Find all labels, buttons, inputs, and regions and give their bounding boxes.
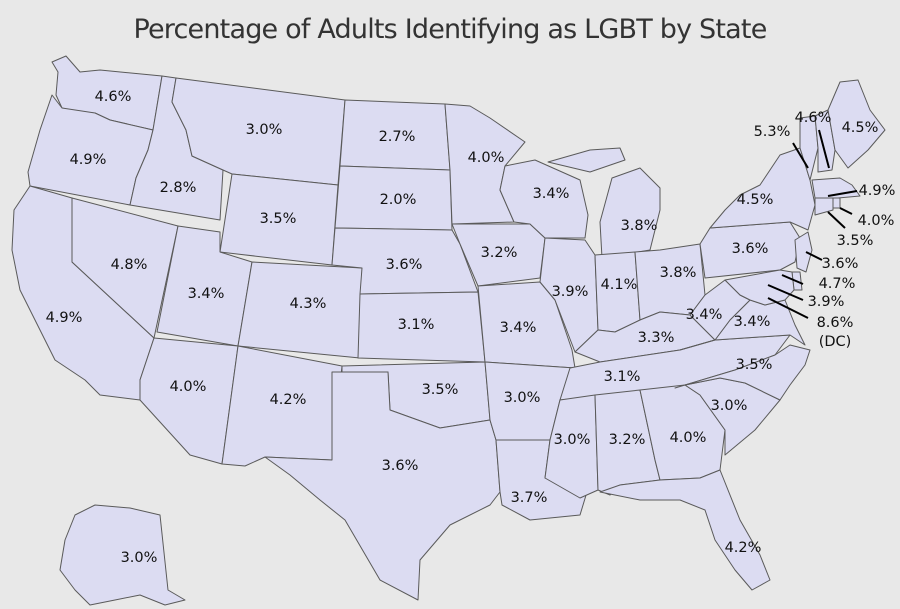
label-VA: 3.4% bbox=[734, 314, 771, 330]
label-AZ: 4.0% bbox=[170, 379, 207, 395]
label-MO: 3.4% bbox=[500, 320, 537, 336]
leader-MA bbox=[827, 190, 858, 197]
label-NJ: 3.6% bbox=[822, 256, 859, 272]
label-KS: 3.1% bbox=[398, 317, 435, 333]
label-WV: 3.4% bbox=[686, 307, 723, 323]
leader-NH bbox=[818, 129, 830, 169]
leader-CT bbox=[827, 211, 846, 229]
label-IA: 3.2% bbox=[481, 245, 518, 261]
label-NH: 4.6% bbox=[795, 110, 832, 126]
leader-lines bbox=[767, 129, 858, 319]
state-MD bbox=[724, 269, 795, 306]
label-SD: 2.0% bbox=[380, 192, 417, 208]
label-NE: 3.6% bbox=[386, 257, 423, 273]
leader-VT bbox=[792, 142, 809, 169]
state-TX bbox=[264, 371, 501, 601]
label-AR: 3.0% bbox=[504, 390, 541, 406]
label-UT: 3.4% bbox=[188, 286, 225, 302]
state-NJ bbox=[794, 231, 813, 273]
label-CO: 4.3% bbox=[290, 296, 327, 312]
label-MD: 3.9% bbox=[808, 294, 845, 310]
label-FL: 4.2% bbox=[725, 540, 762, 556]
label-DE: 4.7% bbox=[819, 276, 856, 292]
label-VT: 5.3% bbox=[754, 124, 791, 140]
label-CT: 3.5% bbox=[837, 233, 874, 249]
label-TX: 3.6% bbox=[382, 458, 419, 474]
label-PA: 3.6% bbox=[732, 241, 769, 257]
label-MI: 3.8% bbox=[621, 218, 658, 234]
label-MN: 4.0% bbox=[468, 150, 505, 166]
label-AK: 3.0% bbox=[121, 550, 158, 566]
state-NY bbox=[709, 147, 816, 231]
leader-MD bbox=[767, 284, 804, 301]
label-IN: 4.1% bbox=[601, 277, 638, 293]
label-LA: 3.7% bbox=[511, 490, 548, 506]
label-KY: 3.3% bbox=[638, 330, 675, 346]
label-MA: 4.9% bbox=[859, 183, 896, 199]
state-ME bbox=[827, 79, 886, 169]
label-RI: 4.0% bbox=[858, 213, 895, 229]
label-WA: 4.6% bbox=[95, 89, 132, 105]
state-value-labels: 4.6% 4.9% 4.9% 4.8% 2.8% 3.0% 3.5% 3.4% 4.3% 4.0%… bbox=[46, 89, 896, 566]
label-NM: 4.2% bbox=[270, 392, 307, 408]
leader-DC bbox=[767, 297, 809, 319]
label-AL: 3.2% bbox=[609, 432, 646, 448]
map-title: Percentage of Adults Identifying as LGBT… bbox=[133, 14, 767, 45]
state-NC bbox=[674, 344, 811, 401]
label-WY: 3.5% bbox=[260, 211, 297, 227]
label-WI: 3.4% bbox=[533, 186, 570, 202]
label-TN: 3.1% bbox=[604, 369, 641, 385]
label-SC: 3.0% bbox=[711, 398, 748, 414]
state-AK bbox=[59, 504, 186, 606]
leader-RI bbox=[839, 207, 853, 215]
label-MS: 3.0% bbox=[554, 432, 591, 448]
label-OH: 3.8% bbox=[660, 265, 697, 281]
label-DC: 8.6% bbox=[817, 315, 854, 331]
label-ND: 2.7% bbox=[379, 129, 416, 145]
label-IL: 3.9% bbox=[552, 284, 589, 300]
state-AZ bbox=[139, 337, 239, 465]
leader-DE bbox=[781, 274, 804, 285]
state-MI bbox=[547, 147, 661, 259]
label-MT: 3.0% bbox=[246, 122, 283, 138]
label-OR: 4.9% bbox=[70, 152, 107, 168]
label-GA: 4.0% bbox=[670, 430, 707, 446]
label-OK: 3.5% bbox=[422, 382, 459, 398]
label-DC-note: (DC) bbox=[819, 334, 852, 350]
state-shapes bbox=[11, 55, 886, 606]
label-ME: 4.5% bbox=[842, 120, 879, 136]
label-NV: 4.8% bbox=[111, 257, 148, 273]
label-NC: 3.5% bbox=[736, 357, 773, 373]
label-ID: 2.8% bbox=[160, 180, 197, 196]
state-CT bbox=[814, 197, 834, 216]
label-CA: 4.9% bbox=[46, 310, 83, 326]
state-FL bbox=[599, 469, 771, 591]
label-NY: 4.5% bbox=[737, 192, 774, 208]
state-WI bbox=[499, 159, 589, 239]
leader-NJ bbox=[805, 251, 823, 261]
